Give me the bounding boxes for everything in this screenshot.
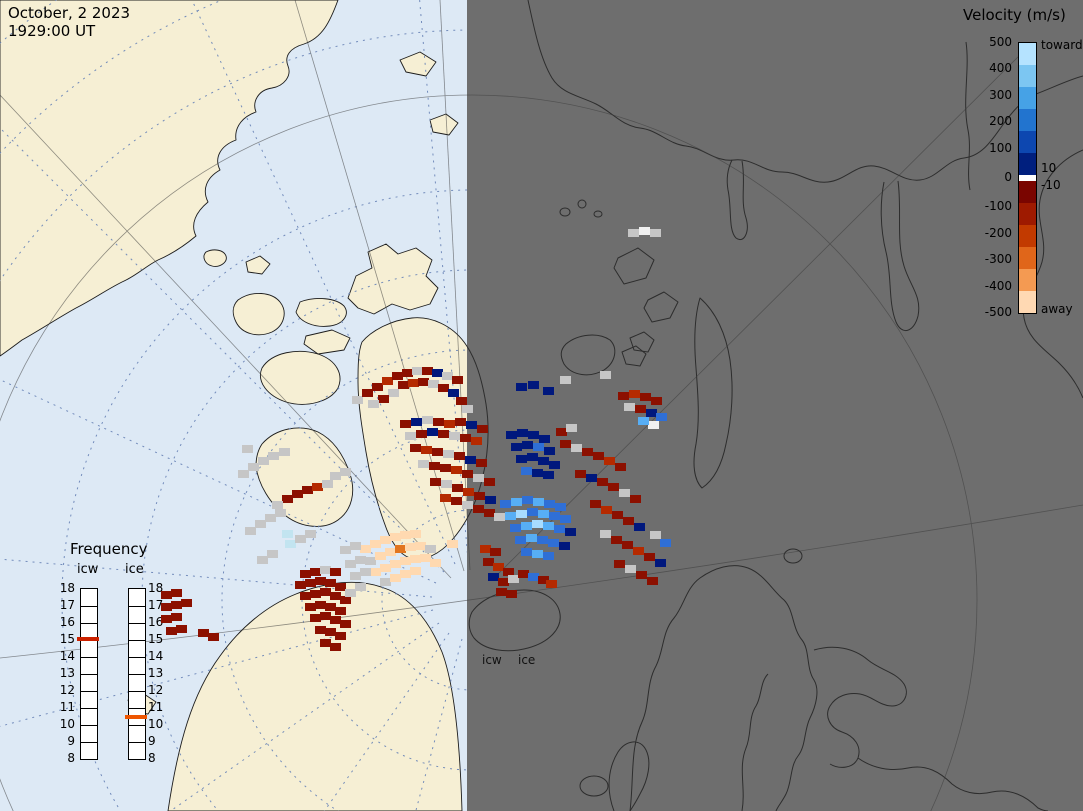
colorbar-band: [1019, 153, 1036, 175]
freq-marker-icw: [77, 637, 99, 641]
colorbar-band: [1019, 291, 1036, 313]
night-region: [467, 0, 1083, 811]
colorbar-plus10-label: 10: [1041, 161, 1057, 175]
freq-tick-label: 16: [148, 615, 164, 629]
freq-tick-label: 11: [148, 700, 164, 714]
freq-tick-label: 9: [67, 734, 75, 748]
colorbar-band: [1019, 175, 1036, 181]
freq-tick-label: 14: [59, 649, 75, 663]
freq-tick-label: 13: [59, 666, 75, 680]
date-label: October, 2 2023: [8, 4, 131, 22]
colorbar-tick-label: -100: [984, 199, 1012, 213]
freq-bar-divider: [129, 640, 145, 641]
time-label: 1929:00 UT: [8, 22, 96, 40]
colorbar-tick-label: -200: [984, 225, 1012, 240]
freq-tick-label: 10: [148, 717, 164, 731]
freq-marker-ice: [125, 715, 147, 720]
colorbar-band: [1019, 65, 1036, 87]
colorbar-tick-label: 400: [989, 61, 1012, 76]
timestamp: October, 2 2023 1929:00 UT: [8, 4, 130, 40]
freq-bar-ice: [128, 588, 146, 760]
freq-tick-label: 12: [59, 683, 75, 697]
freq-bar-divider: [81, 742, 97, 743]
toward-label: toward: [1041, 38, 1083, 52]
freq-tick-label: 15: [59, 632, 75, 646]
colorbar-band: [1019, 181, 1036, 203]
freq-tick-label: 8: [67, 751, 75, 765]
velocity-colorbar: [1018, 42, 1037, 314]
colorbar-band: [1019, 247, 1036, 269]
freq-tick-label: 14: [148, 649, 164, 663]
colorbar-band: [1019, 43, 1036, 65]
freq-tick-label: 18: [59, 581, 75, 595]
freq-bar-divider: [81, 623, 97, 624]
colorbar-tick-label: -500: [984, 305, 1012, 319]
colorbar-tick-label: -300: [984, 252, 1012, 266]
freq-tick-label: 11: [59, 700, 75, 714]
freq-bar-divider: [129, 725, 145, 726]
freq-bar-divider: [129, 691, 145, 692]
freq-bar-divider: [81, 674, 97, 675]
freq-bar-divider: [81, 691, 97, 692]
freq-tick-label: 10: [59, 717, 75, 731]
colorbar-tick-label: -400: [984, 278, 1012, 293]
freq-bar-divider: [129, 708, 145, 709]
frequency-title: Frequency: [70, 540, 148, 558]
colorbar-band: [1019, 225, 1036, 247]
colorbar-minus10-label: -10: [1041, 178, 1061, 192]
colorbar-tick-label: 500: [989, 35, 1012, 49]
freq-bar-divider: [81, 606, 97, 607]
colorbar-tick-label: 300: [989, 87, 1012, 102]
colorbar-tick-label: 100: [989, 140, 1012, 155]
freq-col-ice-label: ice: [125, 562, 144, 577]
away-label: away: [1041, 302, 1073, 316]
night-coastlines: [468, 0, 1083, 811]
freq-bar-icw: [80, 588, 98, 760]
freq-tick-label: 15: [148, 632, 164, 646]
freq-tick-label: 13: [148, 666, 164, 680]
colorbar-tick-label: 200: [989, 114, 1012, 129]
freq-bar-divider: [129, 606, 145, 607]
freq-bar-divider: [129, 674, 145, 675]
freq-tick-label: 17: [148, 598, 164, 612]
freq-tick-label: 17: [59, 598, 75, 612]
colorbar-tick-label: 0: [1004, 170, 1012, 184]
freq-bar-divider: [129, 742, 145, 743]
colorbar-band: [1019, 269, 1036, 291]
freq-bar-divider: [129, 657, 145, 658]
colorbar-band: [1019, 203, 1036, 225]
colorbar-band: [1019, 109, 1036, 131]
freq-tick-label: 8: [148, 751, 156, 765]
radar-label-ice: ice: [518, 653, 536, 667]
radar-label-icw: icw: [482, 653, 502, 667]
freq-bar-divider: [81, 725, 97, 726]
colorbar-ticks: 500 400 300 200 100 0 -100 -200 -300 -400 -500: [966, 0, 1012, 420]
freq-tick-label: 9: [148, 734, 156, 748]
freq-tick-label: 16: [59, 615, 75, 629]
freq-tick-label: 12: [148, 683, 164, 697]
freq-bar-divider: [129, 623, 145, 624]
freq-tick-label: 18: [148, 581, 164, 595]
freq-bar-divider: [81, 708, 97, 709]
colorbar-title: Velocity (m/s): [963, 6, 1066, 24]
colorbar-band: [1019, 87, 1036, 109]
freq-col-icw-label: icw: [77, 562, 99, 577]
freq-bar-divider: [81, 657, 97, 658]
colorbar-band: [1019, 131, 1036, 153]
